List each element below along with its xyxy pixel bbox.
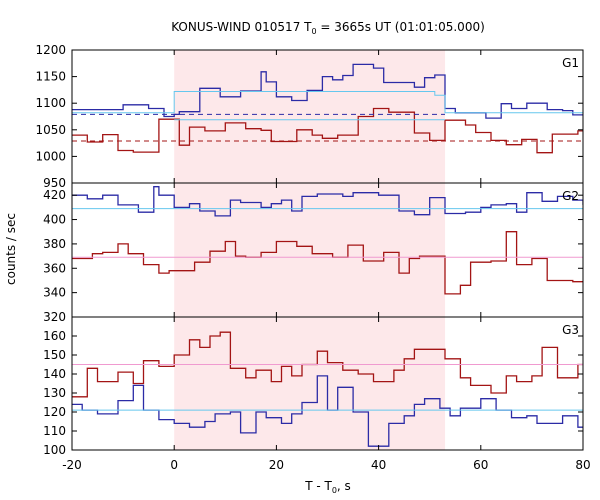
panel-label: G2 xyxy=(562,189,579,203)
x-tick-label: 80 xyxy=(575,458,590,472)
y-tick-label: 1000 xyxy=(35,149,66,163)
y-tick-label: 110 xyxy=(43,424,66,438)
highlight-region xyxy=(174,317,446,450)
series-lightblue-line xyxy=(72,91,583,114)
y-tick-label: 120 xyxy=(43,405,66,419)
series-blue-step xyxy=(72,63,583,119)
x-tick-label: 60 xyxy=(473,458,488,472)
y-tick-label: 1150 xyxy=(35,70,66,84)
series-red-step xyxy=(72,231,583,295)
x-tick-label: -20 xyxy=(62,458,82,472)
y-tick-label: 1100 xyxy=(35,96,66,110)
x-tick-label: 20 xyxy=(269,458,284,472)
highlight-region xyxy=(174,50,446,183)
y-tick-label: 320 xyxy=(43,310,66,324)
series-blue-step xyxy=(72,186,583,217)
y-tick-label: 1050 xyxy=(35,123,66,137)
panel-label: G3 xyxy=(562,323,579,337)
y-tick-label: 160 xyxy=(43,329,66,343)
panel-frame xyxy=(71,316,584,451)
panel-g1-series xyxy=(72,63,583,154)
x-axis-label: T - T0, s xyxy=(304,479,351,495)
y-tick-label: 150 xyxy=(43,348,66,362)
highlight-region xyxy=(174,183,446,317)
y-tick-label: 400 xyxy=(43,213,66,227)
panel-g3-series xyxy=(72,331,583,447)
y-tick-label: 100 xyxy=(43,443,66,457)
y-tick-label: 420 xyxy=(43,188,66,202)
series-blue-step xyxy=(72,375,583,447)
y-axis-label: counts / sec xyxy=(4,213,18,285)
series-red-step xyxy=(72,107,583,154)
y-tick-label: 130 xyxy=(43,386,66,400)
y-tick-label: 340 xyxy=(43,286,66,300)
x-tick-label: 0 xyxy=(170,458,178,472)
panel-label: G1 xyxy=(562,56,579,70)
y-tick-label: 380 xyxy=(43,237,66,251)
x-tick-label: 40 xyxy=(371,458,386,472)
y-tick-label: 140 xyxy=(43,367,66,381)
panel-g2-series xyxy=(72,186,583,295)
y-tick-label: 360 xyxy=(43,261,66,275)
y-tick-label: 950 xyxy=(43,176,66,190)
plot-area: 95010001050110011501200G1320340360380400… xyxy=(35,43,590,472)
y-tick-label: 1200 xyxy=(35,43,66,57)
chart-title: KONUS-WIND 010517 T0 = 3665s UT (01:01:0… xyxy=(171,20,485,36)
